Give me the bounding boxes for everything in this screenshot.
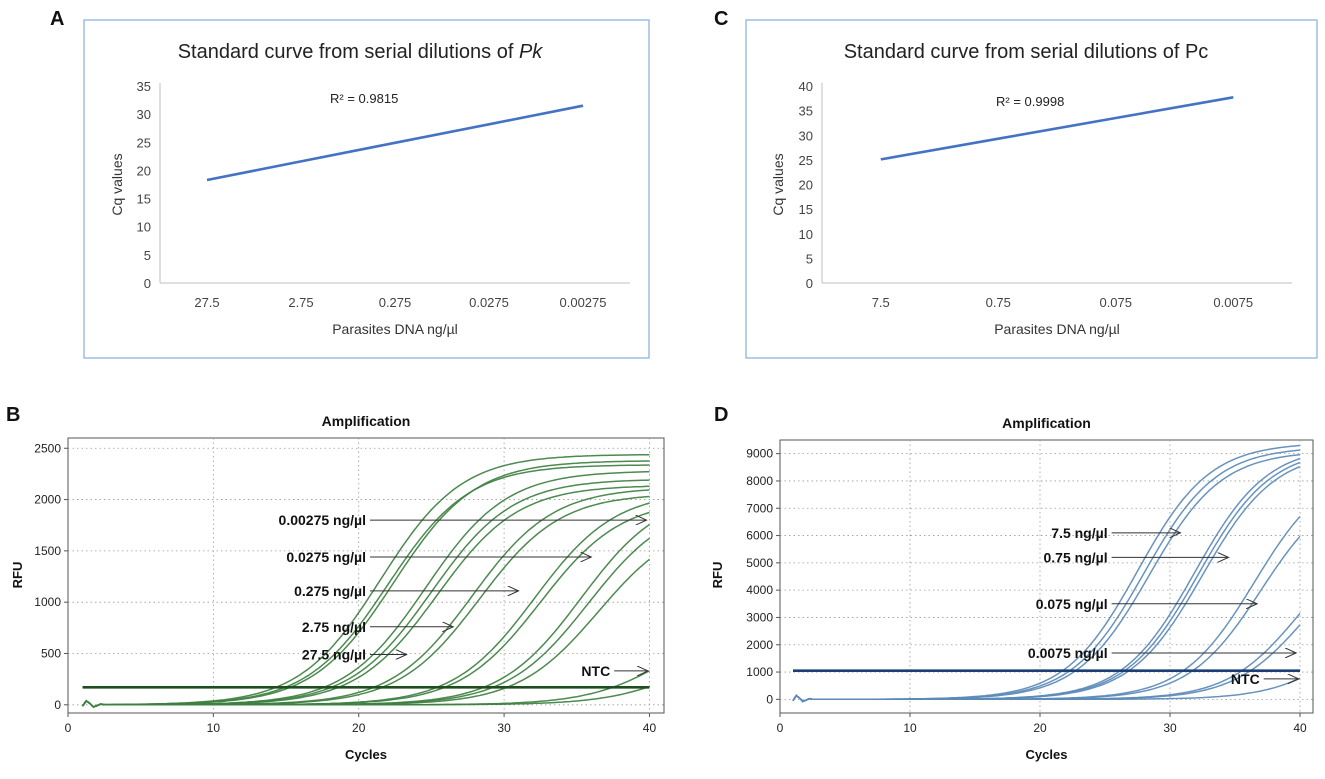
x-tick-label-d-20: 20 bbox=[1033, 721, 1047, 735]
chart-title-text-a: Standard curve from serial dilutions of bbox=[178, 41, 519, 63]
y-axis-label-d: RFU bbox=[710, 562, 725, 589]
y-tick-label-d-8000: 8000 bbox=[746, 474, 773, 488]
y-tick-label-b-2000: 2000 bbox=[34, 493, 61, 507]
annotation-label-d-1: 0.75 ng/µl bbox=[1044, 549, 1108, 565]
y-axis-label-a: Cq values bbox=[109, 153, 125, 215]
y-tick-label-a-20: 20 bbox=[137, 163, 151, 178]
y-tick-label-d-7000: 7000 bbox=[746, 501, 773, 515]
x-tick-label-d-10: 10 bbox=[903, 721, 917, 735]
x-tick-label-a-3: 0.0275 bbox=[469, 295, 509, 310]
chart-title-species-a: Pk bbox=[519, 41, 543, 63]
y-tick-label-b-0: 0 bbox=[54, 698, 61, 712]
panel-label-c: C bbox=[714, 8, 729, 30]
chart-frame-c bbox=[745, 19, 1318, 359]
chart-title-c: Standard curve from serial dilutions of … bbox=[844, 41, 1209, 63]
panel-label-d: D bbox=[714, 404, 729, 426]
amp-title-b: Amplification bbox=[322, 413, 411, 429]
panel-label-b: B bbox=[6, 404, 21, 426]
y-tick-label-d-4000: 4000 bbox=[746, 583, 773, 597]
y-tick-label-d-2000: 2000 bbox=[746, 638, 773, 652]
x-tick-label-b-20: 20 bbox=[352, 721, 366, 735]
annotation-label-b-0: 0.00275 ng/µl bbox=[279, 512, 366, 528]
y-tick-label-a-15: 15 bbox=[137, 192, 151, 207]
y-tick-label-d-6000: 6000 bbox=[746, 529, 773, 543]
y-tick-label-d-1000: 1000 bbox=[746, 665, 773, 679]
r2-annotation-a: R² = 0.9815 bbox=[330, 91, 398, 106]
y-tick-label-c-15: 15 bbox=[799, 202, 813, 217]
x-tick-label-a-1: 2.75 bbox=[288, 295, 313, 310]
annotation-label-d-2: 0.075 ng/µl bbox=[1036, 596, 1108, 612]
y-axis-label-c: Cq values bbox=[770, 153, 786, 215]
annotation-label-b-5: NTC bbox=[581, 663, 610, 679]
x-tick-label-b-10: 10 bbox=[207, 721, 221, 735]
x-tick-label-b-0: 0 bbox=[65, 721, 72, 735]
y-tick-label-d-3000: 3000 bbox=[746, 610, 773, 624]
y-tick-label-d-5000: 5000 bbox=[746, 556, 773, 570]
x-axis-label-d: Cycles bbox=[1026, 747, 1068, 762]
chart-frame-a bbox=[83, 19, 650, 359]
annotation-label-b-2: 0.275 ng/µl bbox=[294, 583, 366, 599]
annotation-label-b-3: 2.75 ng/µl bbox=[302, 619, 366, 635]
plot-frame-d bbox=[779, 439, 1314, 714]
y-tick-label-a-0: 0 bbox=[144, 276, 151, 291]
x-tick-label-c-1: 0.75 bbox=[986, 295, 1011, 310]
y-tick-label-a-10: 10 bbox=[137, 220, 151, 235]
panel-label-a: A bbox=[50, 8, 65, 30]
x-tick-label-d-0: 0 bbox=[777, 721, 784, 735]
x-tick-label-a-2: 0.275 bbox=[379, 295, 412, 310]
y-tick-label-a-30: 30 bbox=[137, 107, 151, 122]
y-axis-label-b: RFU bbox=[10, 562, 25, 589]
r2-annotation-c: R² = 0.9998 bbox=[996, 94, 1064, 109]
annotation-label-d-4: NTC bbox=[1231, 671, 1260, 687]
annotation-label-d-0: 7.5 ng/µl bbox=[1051, 525, 1107, 541]
y-tick-label-d-9000: 9000 bbox=[746, 447, 773, 461]
y-tick-label-b-2500: 2500 bbox=[34, 441, 61, 455]
y-tick-label-b-1500: 1500 bbox=[34, 544, 61, 558]
y-tick-label-c-10: 10 bbox=[799, 227, 813, 242]
standard-curve-line-c bbox=[880, 96, 1234, 161]
annotation-label-d-3: 0.0075 ng/µl bbox=[1028, 645, 1108, 661]
standard-curve-line-a bbox=[206, 104, 584, 182]
x-tick-label-a-0: 27.5 bbox=[194, 295, 219, 310]
amplification-curve-d-10 bbox=[792, 677, 1301, 703]
y-tick-label-c-35: 35 bbox=[799, 104, 813, 119]
x-tick-label-c-2: 0.075 bbox=[1099, 295, 1132, 310]
x-axis-label-c: Parasites DNA ng/µl bbox=[994, 321, 1120, 337]
y-tick-label-c-30: 30 bbox=[799, 128, 813, 143]
annotation-label-b-1: 0.0275 ng/µl bbox=[286, 549, 366, 565]
chart-title-species-c: Pc bbox=[1185, 41, 1208, 63]
y-tick-label-a-25: 25 bbox=[137, 135, 151, 150]
chart-title-text-c: Standard curve from serial dilutions of bbox=[844, 41, 1185, 63]
annotation-label-b-4: 27.5 ng/µl bbox=[302, 647, 366, 663]
x-tick-label-d-30: 30 bbox=[1163, 721, 1177, 735]
y-tick-label-a-5: 5 bbox=[144, 248, 151, 263]
x-axis-label-a: Parasites DNA ng/µl bbox=[332, 321, 458, 337]
x-tick-label-a-4: 0.00275 bbox=[560, 295, 607, 310]
y-tick-label-c-5: 5 bbox=[806, 251, 813, 266]
x-tick-label-c-3: 0.0075 bbox=[1213, 295, 1253, 310]
x-tick-label-b-30: 30 bbox=[497, 721, 511, 735]
y-tick-label-b-500: 500 bbox=[41, 646, 61, 660]
x-tick-label-c-0: 7.5 bbox=[872, 295, 890, 310]
y-tick-label-c-20: 20 bbox=[799, 178, 813, 193]
x-axis-label-b: Cycles bbox=[345, 747, 387, 762]
amp-title-d: Amplification bbox=[1002, 415, 1091, 431]
y-tick-label-d-0: 0 bbox=[766, 692, 773, 706]
y-tick-label-c-40: 40 bbox=[799, 79, 813, 94]
y-tick-label-c-25: 25 bbox=[799, 153, 813, 168]
y-tick-label-c-0: 0 bbox=[806, 276, 813, 291]
plot-frame-b bbox=[67, 437, 665, 714]
amplification-curve-b-14 bbox=[81, 685, 650, 708]
chart-title-a: Standard curve from serial dilutions of … bbox=[178, 41, 544, 63]
y-tick-label-a-35: 35 bbox=[137, 79, 151, 94]
x-tick-label-b-40: 40 bbox=[643, 721, 657, 735]
x-tick-label-d-40: 40 bbox=[1293, 721, 1307, 735]
y-tick-label-b-1000: 1000 bbox=[34, 595, 61, 609]
